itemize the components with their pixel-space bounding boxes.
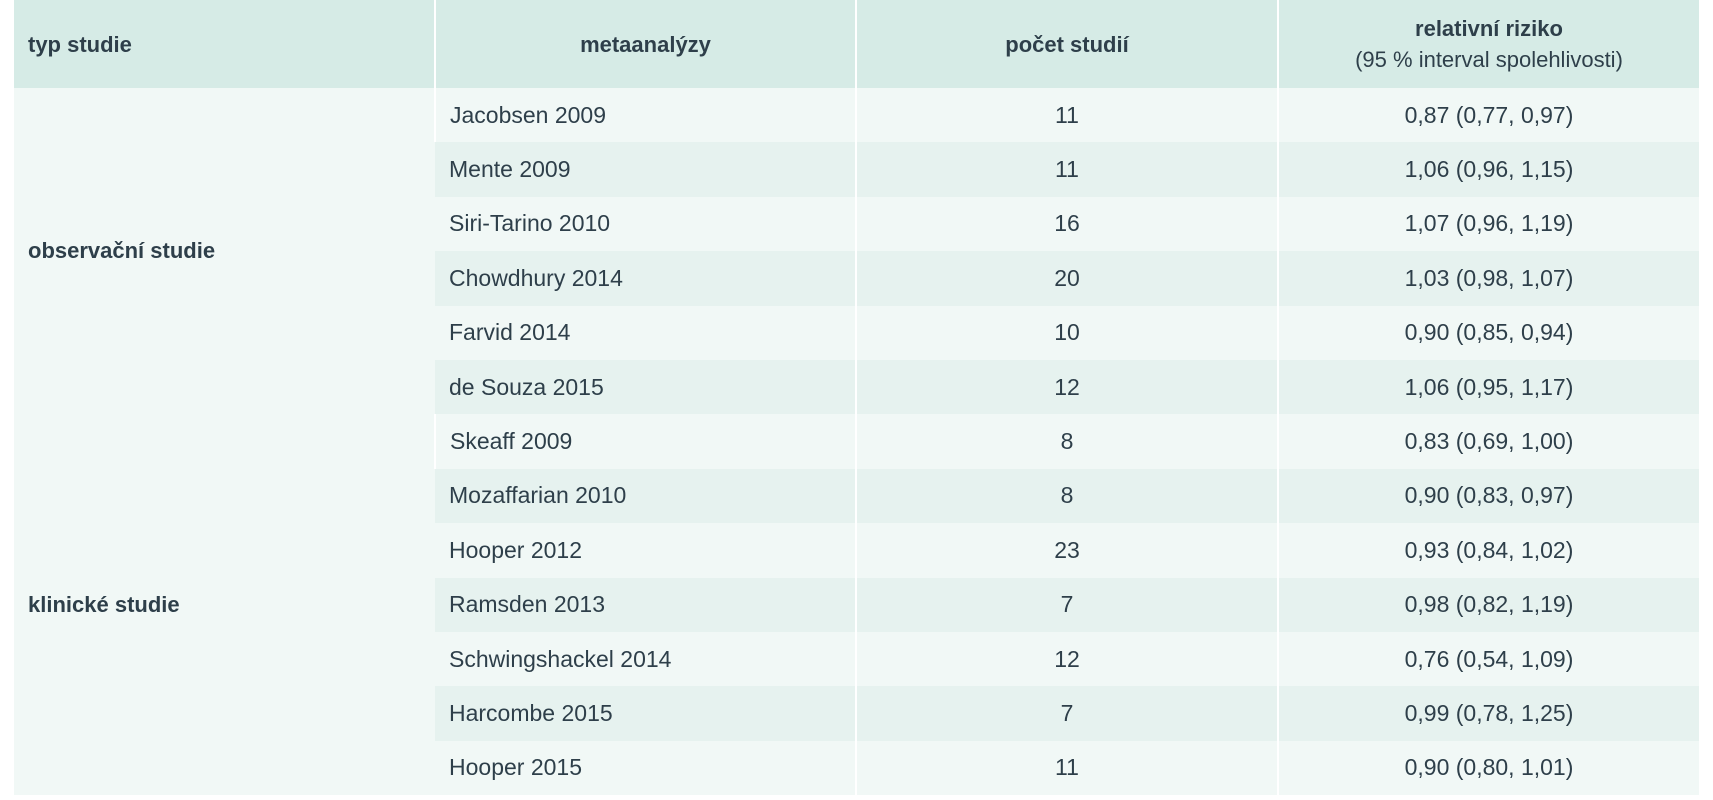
header-rr-ci: (95 % interval spolehlivosti)	[1355, 47, 1623, 72]
relative-risk-cell: 1,07 (0,96, 1,19)	[1277, 196, 1699, 252]
meta-analysis-name-cell: Harcombe 2015	[435, 686, 856, 741]
relative-risk-cell: 0,76 (0,54, 1,09)	[1277, 631, 1699, 687]
table-row: Mozaffarian 2010 8 0,90 (0,83, 0,97)	[14, 468, 1699, 524]
study-count-cell: 11	[855, 740, 1278, 796]
table-row: Schwingshackel 2014 12 0,76 (0,54, 1,09)	[14, 631, 1699, 687]
study-count-cell: 10	[855, 305, 1278, 360]
meta-analysis-name-cell: Hooper 2015	[435, 740, 856, 796]
meta-analysis-name-cell: Mente 2009	[435, 142, 856, 197]
table-body: observační studie Jacobsen 2009 11 0,87 (0,…	[14, 88, 1699, 796]
meta-analysis-name-cell: Siri-Tarino 2010	[435, 196, 856, 252]
meta-analysis-name-cell: Schwingshackel 2014	[435, 631, 856, 687]
table-row: Hooper 2015 11 0,90 (0,80, 1,01)	[14, 740, 1699, 796]
relative-risk-cell: 0,98 (0,82, 1,19)	[1277, 577, 1699, 632]
header-rr-title: relativní riziko	[1415, 16, 1563, 41]
header-row: typ studie metaanalýzy počet studií rela…	[14, 0, 1699, 88]
study-count-cell: 12	[855, 359, 1278, 415]
table-row: de Souza 2015 12 1,06 (0,95, 1,17)	[14, 359, 1699, 415]
study-type-cell: klinické studie	[14, 414, 435, 796]
relative-risk-cell: 1,06 (0,96, 1,15)	[1277, 142, 1699, 197]
relative-risk-cell: 0,87 (0,77, 0,97)	[1277, 88, 1699, 143]
relative-risk-cell: 0,90 (0,85, 0,94)	[1277, 305, 1699, 360]
table-row: Hooper 2012 23 0,93 (0,84, 1,02)	[14, 523, 1699, 578]
table-header: typ studie metaanalýzy počet studií rela…	[14, 0, 1699, 88]
table-row: Chowdhury 2014 20 1,03 (0,98, 1,07)	[14, 251, 1699, 306]
relative-risk-cell: 0,90 (0,80, 1,01)	[1277, 740, 1699, 796]
meta-analysis-name-cell: Mozaffarian 2010	[435, 468, 856, 524]
relative-risk-cell: 0,83 (0,69, 1,00)	[1277, 414, 1699, 469]
relative-risk-cell: 0,99 (0,78, 1,25)	[1277, 686, 1699, 741]
table-container: typ studie metaanalýzy počet studií rela…	[14, 0, 1699, 796]
table-row: Harcombe 2015 7 0,99 (0,78, 1,25)	[14, 686, 1699, 741]
study-count-cell: 7	[855, 577, 1278, 632]
meta-analysis-name-cell: Jacobsen 2009	[434, 88, 856, 143]
study-count-cell: 11	[855, 88, 1278, 143]
table-row: Siri-Tarino 2010 16 1,07 (0,96, 1,19)	[14, 196, 1699, 252]
table-row: observační studie Jacobsen 2009 11 0,87 (0,…	[14, 88, 1699, 415]
table-row: Mente 2009 11 1,06 (0,96, 1,15)	[14, 142, 1699, 197]
header-study-count: počet studií	[855, 0, 1278, 88]
meta-analysis-name-cell: Ramsden 2013	[435, 577, 856, 632]
header-relative-risk: relativní riziko (95 % interval spolehli…	[1277, 0, 1699, 88]
header-study-type: typ studie	[14, 0, 435, 88]
table-row: Ramsden 2013 7 0,98 (0,82, 1,19)	[14, 577, 1699, 632]
study-count-cell: 8	[855, 414, 1278, 469]
study-count-cell: 11	[855, 142, 1278, 197]
study-count-cell: 23	[855, 523, 1278, 578]
meta-analysis-name-cell: Chowdhury 2014	[435, 251, 856, 306]
study-type-cell: observační studie	[14, 88, 435, 415]
meta-analysis-table: typ studie metaanalýzy počet studií rela…	[14, 0, 1699, 796]
meta-analysis-name-cell: de Souza 2015	[435, 359, 856, 415]
relative-risk-cell: 1,06 (0,95, 1,17)	[1277, 359, 1699, 415]
study-count-cell: 20	[855, 251, 1278, 306]
relative-risk-cell: 0,93 (0,84, 1,02)	[1277, 523, 1699, 578]
meta-analysis-name-cell: Farvid 2014	[435, 305, 856, 360]
study-count-cell: 12	[855, 631, 1278, 687]
study-count-cell: 7	[855, 686, 1278, 741]
study-count-cell: 16	[855, 196, 1278, 252]
relative-risk-cell: 0,90 (0,83, 0,97)	[1277, 468, 1699, 524]
meta-analysis-name-cell: Skeaff 2009	[434, 414, 856, 469]
meta-analysis-name-cell: Hooper 2012	[435, 523, 856, 578]
header-meta-analyses: metaanalýzy	[434, 0, 856, 88]
table-row: klinické studie Skeaff 2009 8 0,83 (0,69, 1…	[14, 414, 1699, 796]
table-row: Farvid 2014 10 0,90 (0,85, 0,94)	[14, 305, 1699, 360]
study-count-cell: 8	[855, 468, 1278, 524]
relative-risk-cell: 1,03 (0,98, 1,07)	[1277, 251, 1699, 306]
